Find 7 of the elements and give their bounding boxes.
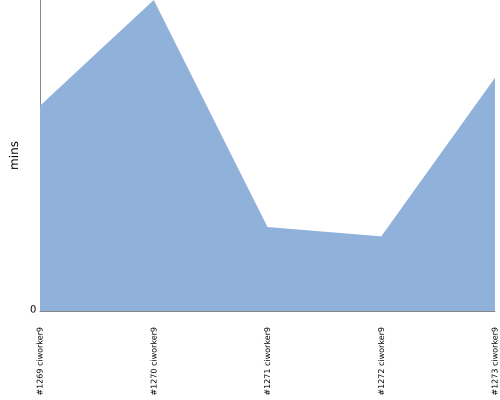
x-tick-label: #1269 ciworker9 [36,327,44,396]
x-tick-label: #1270 ciworker9 [149,327,158,396]
text: 0 [30,304,36,316]
x-tick-label: #1273 ciworker9 [490,327,500,396]
y-axis-title: mins [7,141,21,170]
x-tick-label: #1272 ciworker9 [376,327,386,396]
x-tick-label: #1271 ciworker9 [263,327,272,396]
